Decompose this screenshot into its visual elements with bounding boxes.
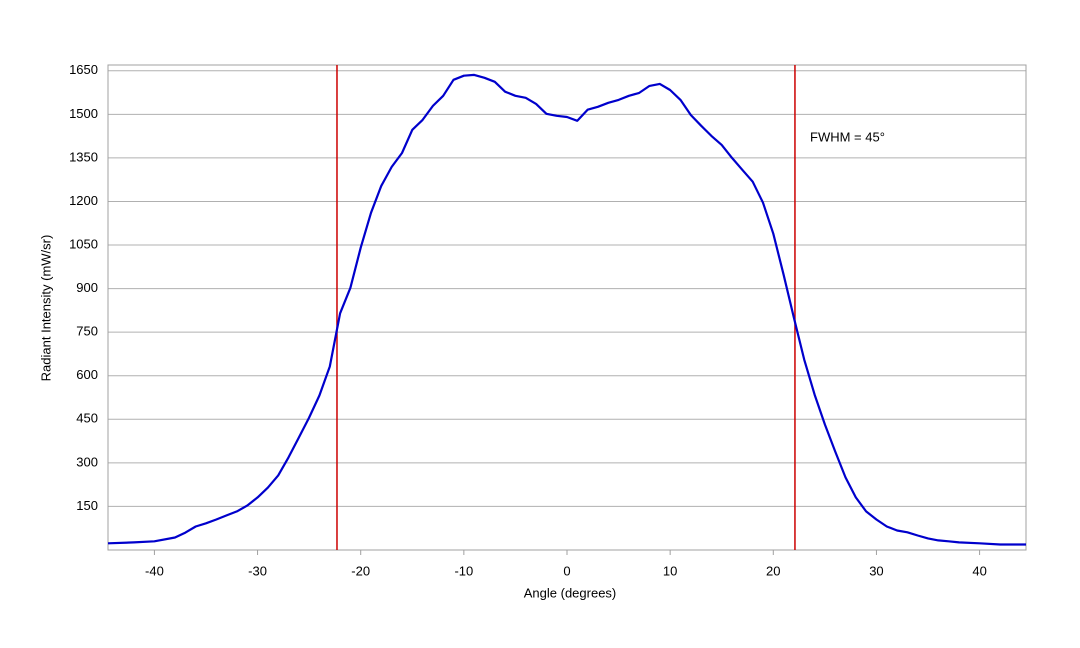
plot-frame: [107, 64, 1027, 551]
x-tick-label: -20: [351, 563, 370, 578]
x-axis-label: Angle (degrees): [524, 585, 617, 600]
y-tick-label: 150: [76, 498, 98, 513]
y-tick-label: 1350: [69, 149, 98, 164]
x-tick-label: 30: [869, 563, 883, 578]
x-tick-label: 10: [663, 563, 677, 578]
y-tick-label: 1200: [69, 193, 98, 208]
x-tick-label: 40: [972, 563, 986, 578]
data-line: [107, 73, 1026, 546]
y-tick-label: 900: [76, 280, 98, 295]
y-tick-label: 1500: [69, 106, 98, 121]
x-tick-label: -30: [248, 563, 267, 578]
y-tick-label: 750: [76, 324, 98, 339]
x-tick-label: 20: [766, 563, 780, 578]
y-tick-label: 600: [76, 367, 98, 382]
x-tick-label: 0: [563, 563, 570, 578]
x-tick-label: -10: [454, 563, 473, 578]
y-tick-label: 300: [76, 454, 98, 469]
x-tick-label: -40: [145, 563, 164, 578]
y-tick-label: 1650: [69, 62, 98, 77]
annotation: FWHM = 45°: [810, 129, 885, 144]
y-axis-label: Radiant Intensity (mW/sr): [38, 235, 53, 382]
y-tick-label: 450: [76, 411, 98, 426]
y-tick-label: 1050: [69, 236, 98, 251]
